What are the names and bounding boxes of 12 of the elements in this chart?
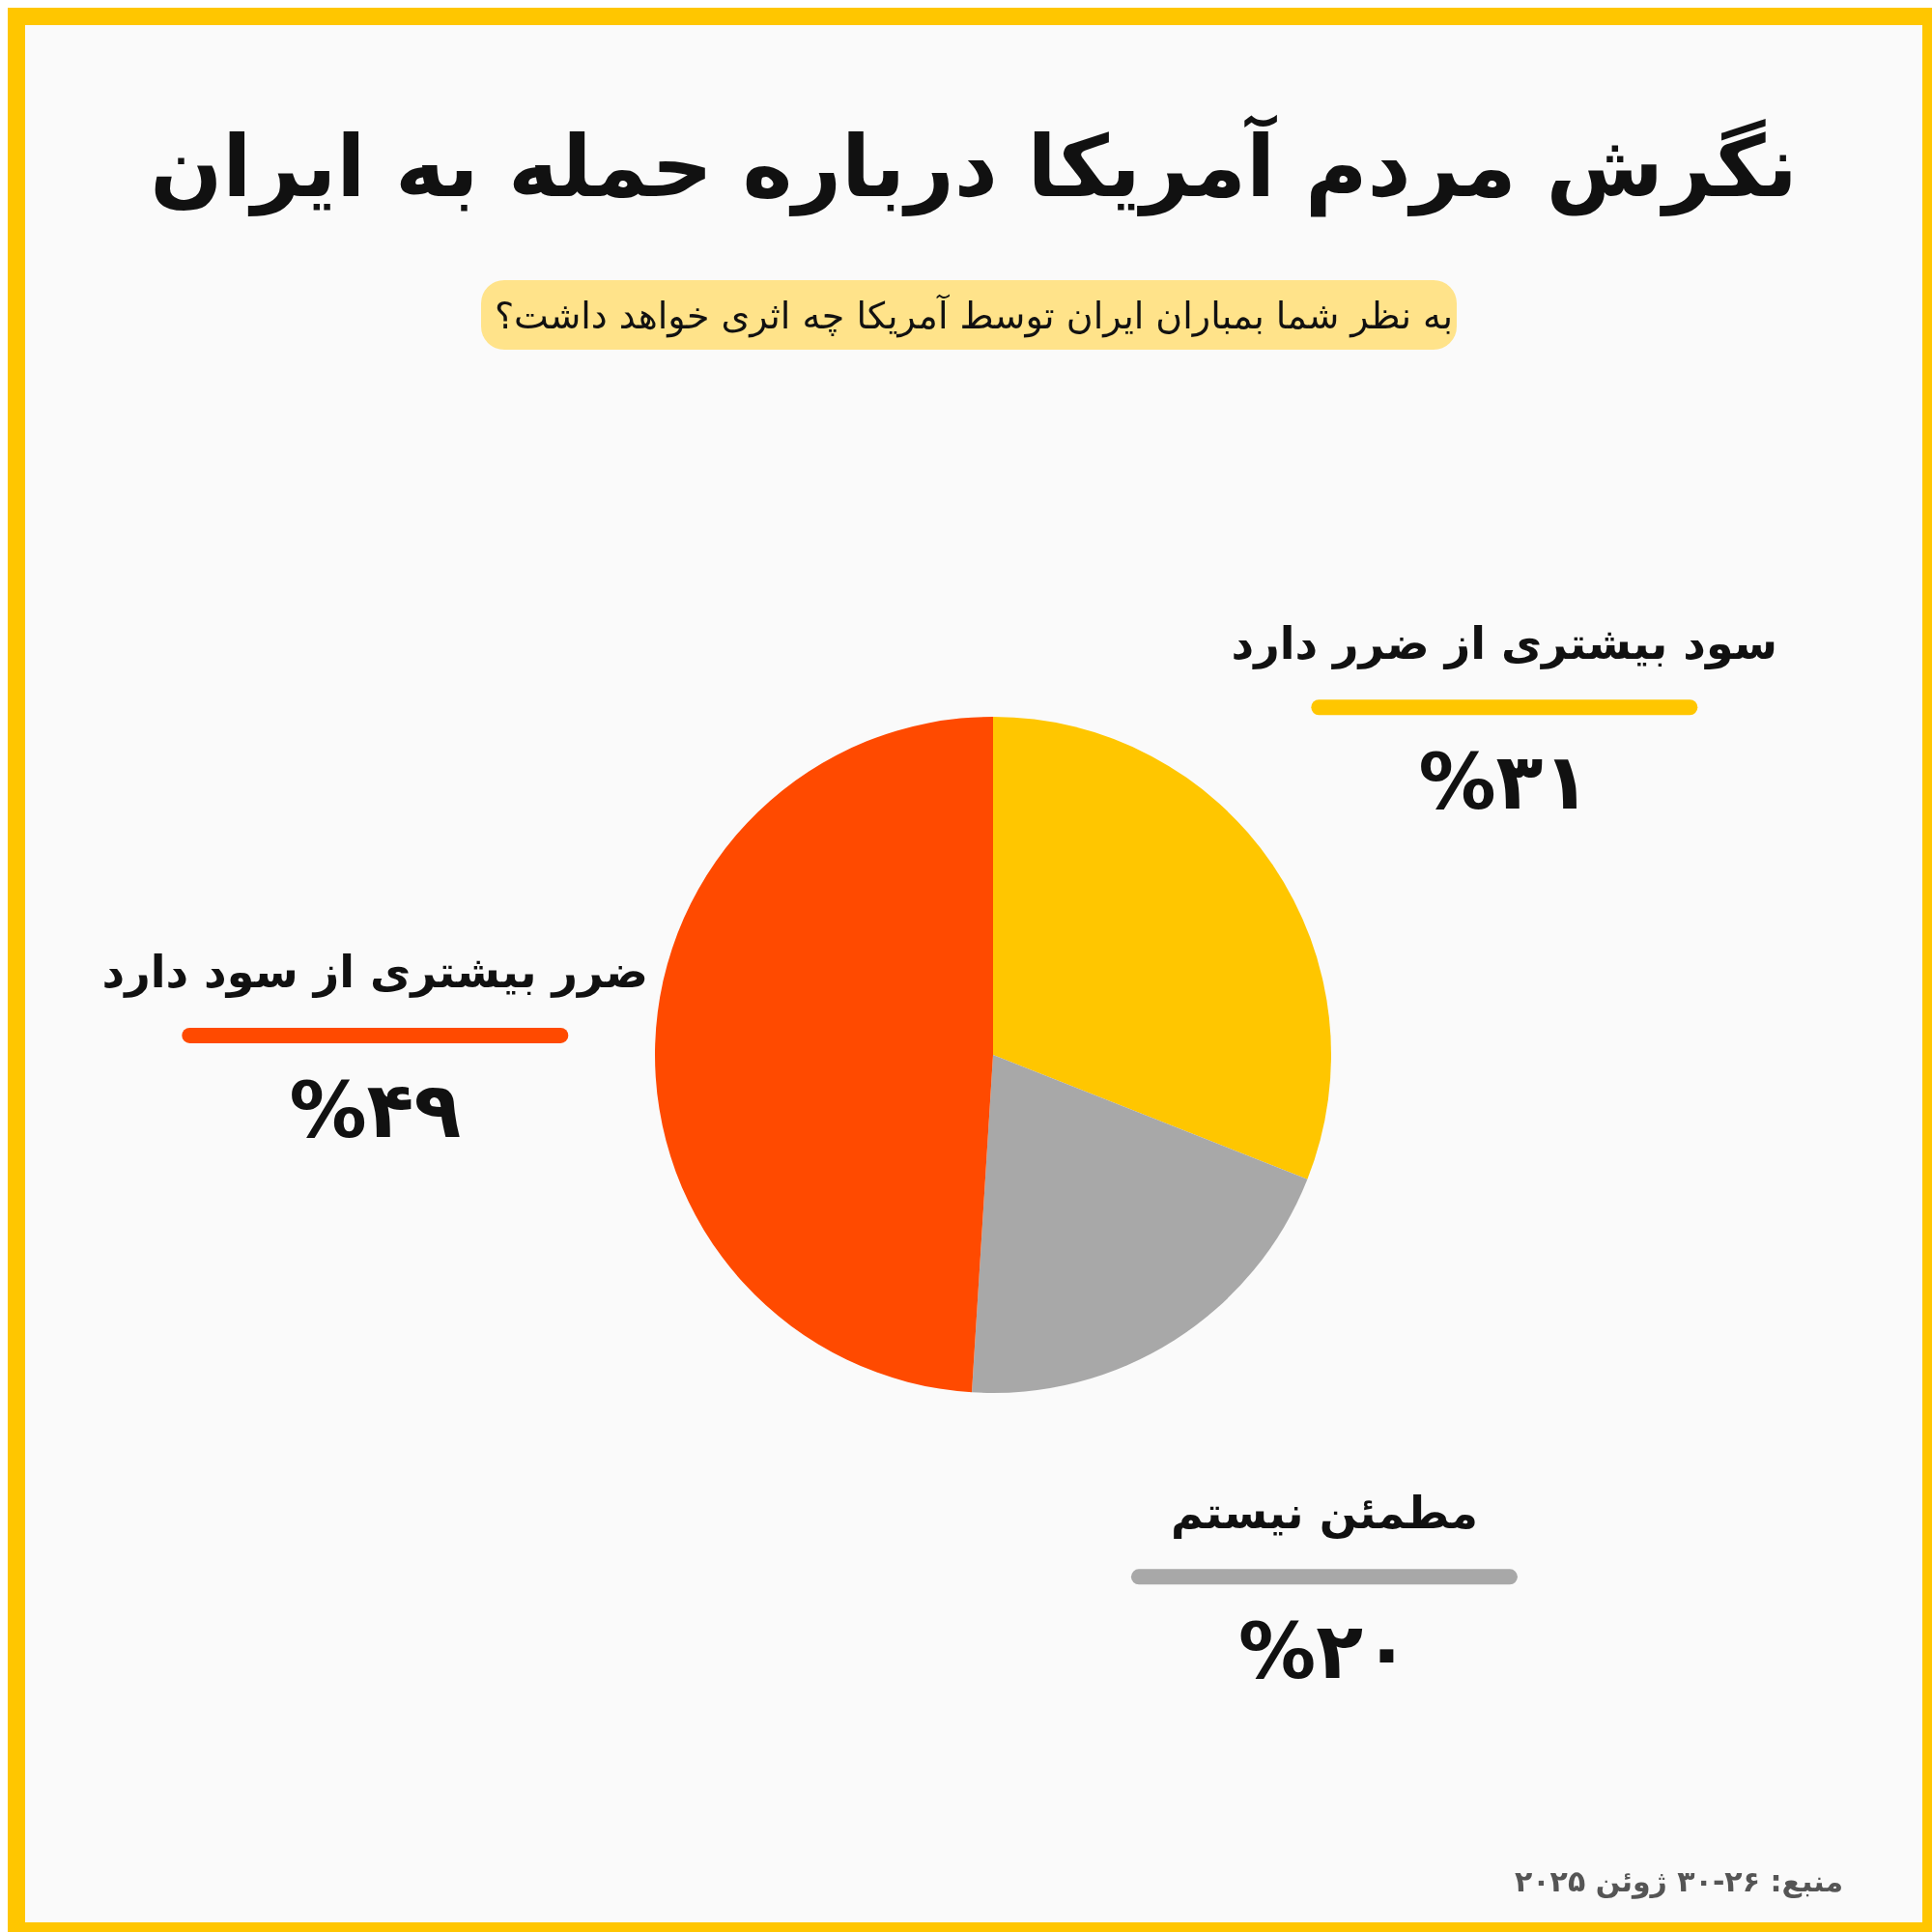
chart-title: نگرش مردم آمریکا درباره حمله به ایران <box>150 114 1798 217</box>
slice-label: سود بیشتری از ضرر دارد <box>1231 617 1778 670</box>
text: منبع: ۲۶-۳۰ ژوئن ۲۰۲۵ <box>1514 1864 1843 1899</box>
slice-label: ضرر بیشتری از سود دارد <box>101 945 649 998</box>
data-label: %۲۰ <box>1238 1606 1410 1697</box>
chart-subtitle: به نظر شما بمباران ایران توسط آمریکا چه اثری خواهد داشت؟ <box>494 294 1454 338</box>
data-label: %۴۹ <box>289 1065 462 1155</box>
pie-slice <box>993 717 1331 1179</box>
pie-slice <box>655 717 993 1393</box>
data-label: %۳۱ <box>1418 737 1591 828</box>
pie-slice <box>972 1055 1308 1393</box>
slice-label: مطمئن نیستم <box>1170 1487 1478 1540</box>
